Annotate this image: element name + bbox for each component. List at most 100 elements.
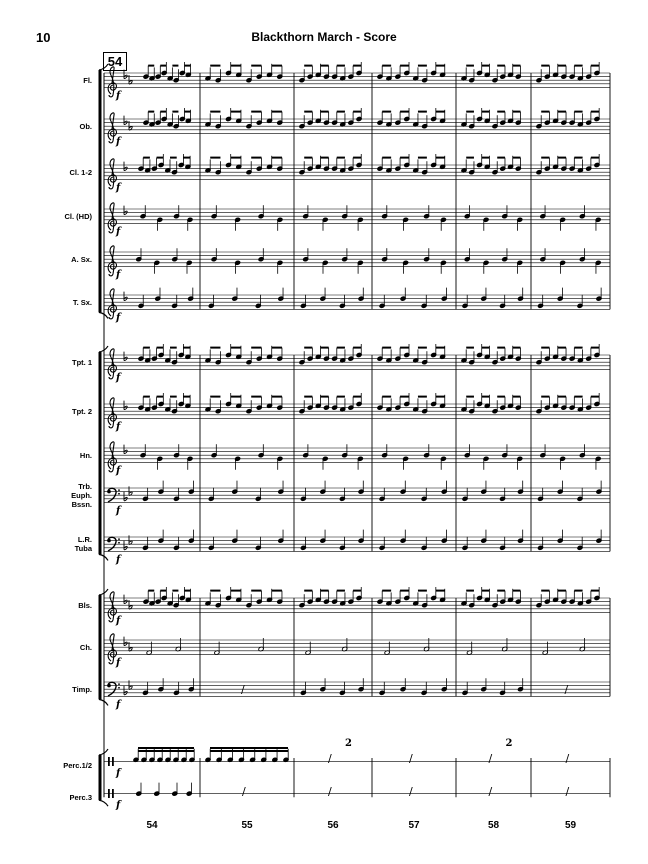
measure-content	[140, 205, 193, 231]
instrument-label: Fl.	[83, 75, 92, 85]
treble-clef	[107, 158, 117, 190]
measure-content: ∕	[489, 752, 493, 765]
measure-content	[142, 529, 195, 551]
staff	[104, 118, 610, 134]
measure-content	[146, 638, 182, 655]
dynamic-marking: f	[115, 465, 122, 476]
measure-content	[377, 62, 446, 83]
repeat-measure-sign: ∕	[489, 752, 493, 765]
repeat-measure-sign: ∕	[409, 752, 413, 765]
measure-content	[379, 480, 448, 502]
measure-content	[205, 587, 283, 608]
perc-clef	[108, 757, 114, 766]
measure-content	[381, 444, 447, 470]
instrument-label: L.R. Tuba	[74, 535, 92, 554]
instrument-label: Perc.3	[69, 792, 92, 802]
instrument-label: Cl. (HD)	[64, 211, 93, 221]
measure-content	[138, 393, 191, 414]
dynamic-marking: f	[115, 768, 122, 779]
measure-content	[300, 287, 364, 309]
measure-content	[133, 747, 195, 763]
instrument-label: A. Sx.	[71, 254, 92, 264]
measure-content	[461, 108, 522, 129]
measure-content	[461, 344, 522, 365]
measure-content	[377, 587, 446, 608]
repeat-measure-sign: ∕	[565, 683, 569, 696]
flat-sign	[123, 205, 128, 216]
treble-clef	[107, 112, 117, 144]
measure-content: ∕	[328, 785, 332, 798]
dynamic-marking: f	[115, 182, 122, 193]
treble-clef	[107, 348, 117, 380]
measure-content	[461, 154, 522, 175]
measure-number: 54	[146, 820, 158, 831]
instrument-label: Perc.1/2	[63, 760, 92, 770]
staff	[104, 208, 610, 224]
flat-sign	[128, 75, 133, 85]
dynamic-marking: f	[115, 269, 122, 280]
measure-content: ∕	[565, 683, 569, 696]
flat-sign	[123, 444, 128, 455]
measure-content	[208, 529, 284, 551]
measure-content	[536, 587, 600, 608]
treble-clef	[107, 397, 117, 429]
staff	[104, 251, 610, 267]
repeat-measure-sign: ∕	[409, 785, 413, 798]
flat-sign	[123, 351, 128, 362]
measure-content	[536, 154, 600, 175]
flat-sign	[128, 121, 133, 131]
perc-clef	[108, 789, 114, 798]
flat-sign	[123, 115, 128, 126]
flat-sign	[128, 680, 133, 690]
measure-content	[208, 480, 284, 502]
flat-sign	[123, 636, 128, 647]
instrument-label: Tpt. 1	[72, 357, 92, 367]
flat-sign	[128, 535, 133, 545]
measure-content	[379, 529, 448, 551]
instrument-label: Timp.	[72, 684, 92, 694]
measure-content	[537, 480, 602, 502]
measure-content	[135, 248, 193, 274]
measure-content	[208, 287, 284, 309]
measure-content: ∕	[241, 683, 245, 696]
measure-content	[299, 154, 362, 175]
staff	[104, 597, 610, 613]
measure-content	[143, 62, 192, 83]
measure-number: 56	[327, 820, 339, 831]
treble-clef	[107, 202, 117, 234]
measure-content	[542, 638, 586, 655]
measure-content: ∕	[566, 752, 570, 765]
instrument-label: Bls.	[78, 600, 92, 610]
instrument-label: Trb. Euph. Bssn.	[71, 481, 92, 509]
instrument-label: Ob.	[79, 121, 93, 131]
measure-content	[143, 108, 192, 129]
measure-content	[302, 248, 364, 274]
measure-content	[377, 344, 446, 365]
staff	[104, 72, 610, 88]
flat-sign	[123, 69, 128, 80]
measure-content	[214, 638, 264, 655]
dynamic-marking: f	[115, 372, 122, 383]
measure-content	[205, 62, 283, 83]
measure-content	[377, 108, 446, 129]
measure-content	[536, 344, 600, 365]
measure-content	[138, 154, 191, 175]
measure-content: ∕	[489, 785, 493, 798]
measure-content	[462, 678, 524, 696]
instrument-label: Ch.	[79, 642, 92, 652]
measure-number: 59	[564, 820, 577, 831]
measure-content	[142, 480, 195, 502]
measure-content	[299, 108, 362, 129]
instrument-label: Cl. 1-2	[69, 167, 92, 177]
staff	[104, 536, 610, 552]
measure-content	[135, 782, 193, 796]
dynamic-marking: f	[115, 226, 122, 237]
measure-content	[205, 393, 283, 414]
instrument-label: T. Sx.	[72, 297, 92, 307]
treble-clef	[107, 441, 117, 473]
treble-clef	[107, 288, 117, 320]
measure-content	[138, 287, 194, 309]
measure-content	[299, 587, 362, 608]
flat-sign	[123, 161, 128, 172]
treble-clef	[107, 591, 117, 623]
